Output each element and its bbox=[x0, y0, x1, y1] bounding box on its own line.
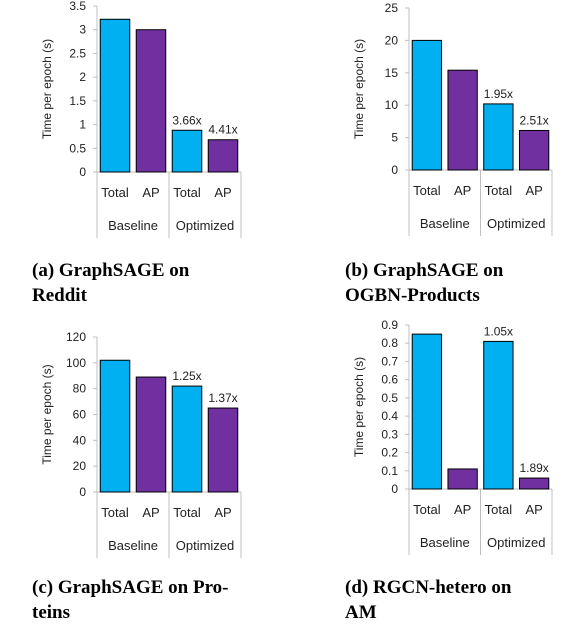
subfigure-caption: Reddit bbox=[32, 285, 88, 306]
bar bbox=[171, 385, 203, 493]
bar bbox=[518, 129, 550, 171]
subfigure-caption: (c) GraphSAGE on Pro- bbox=[32, 577, 229, 598]
subfigure-caption: AM bbox=[345, 602, 377, 623]
y-tick-label: 0.3 bbox=[381, 427, 398, 441]
y-tick-label: 0.5 bbox=[69, 141, 86, 155]
bar bbox=[483, 103, 514, 171]
y-tick-label: 0 bbox=[391, 482, 398, 496]
bar bbox=[411, 333, 443, 490]
x-category-label: AP bbox=[454, 502, 471, 517]
y-tick-label: 25 bbox=[385, 1, 399, 15]
y-tick-label: 1 bbox=[79, 118, 86, 132]
y-tick-label: 3.5 bbox=[69, 0, 86, 13]
x-category-label: Total bbox=[173, 185, 201, 200]
y-tick-label: 80 bbox=[73, 382, 87, 396]
x-group-label: Baseline bbox=[420, 216, 470, 231]
subfigure-caption: (d) RGCN-hetero on bbox=[345, 577, 512, 598]
y-axis-title: Time per epoch (s) bbox=[40, 39, 54, 139]
x-category-label: Total bbox=[485, 183, 513, 198]
x-group-label: Optimized bbox=[176, 218, 235, 233]
data-label: 1.95x bbox=[484, 87, 513, 101]
y-tick-label: 100 bbox=[66, 356, 86, 370]
bar bbox=[171, 129, 203, 173]
bar bbox=[518, 477, 550, 490]
y-axis-title: Time per epoch (s) bbox=[40, 364, 54, 464]
y-tick-label: 0.2 bbox=[381, 446, 398, 460]
bar bbox=[135, 376, 167, 493]
x-category-label: Total bbox=[173, 505, 201, 520]
x-category-label: Total bbox=[413, 502, 441, 517]
subfigure-caption: (a) GraphSAGE on bbox=[32, 260, 190, 281]
y-tick-label: 0.4 bbox=[381, 409, 398, 423]
bar bbox=[483, 340, 514, 490]
bar bbox=[135, 29, 167, 173]
x-category-label: AP bbox=[525, 502, 542, 517]
x-category-label: AP bbox=[525, 183, 542, 198]
bar bbox=[99, 18, 131, 173]
x-group-label: Optimized bbox=[487, 216, 546, 231]
y-tick-label: 2 bbox=[79, 70, 86, 84]
y-tick-label: 0.9 bbox=[381, 318, 398, 332]
x-group-label: Baseline bbox=[420, 535, 470, 550]
y-tick-label: 3 bbox=[79, 23, 86, 37]
bar bbox=[447, 69, 478, 171]
x-group-label: Optimized bbox=[176, 538, 235, 553]
y-tick-label: 0.6 bbox=[381, 373, 398, 387]
x-category-label: AP bbox=[142, 185, 159, 200]
y-tick-label: 15 bbox=[385, 66, 399, 80]
bar bbox=[207, 139, 239, 173]
x-category-label: AP bbox=[214, 185, 231, 200]
y-tick-label: 0.7 bbox=[381, 354, 398, 368]
data-label: 1.89x bbox=[519, 461, 548, 475]
x-group-label: Baseline bbox=[108, 218, 158, 233]
y-axis-title: Time per epoch (s) bbox=[352, 39, 366, 139]
subfigure-caption: (b) GraphSAGE on bbox=[345, 260, 504, 281]
y-tick-label: 5 bbox=[391, 131, 398, 145]
y-tick-label: 60 bbox=[73, 408, 87, 422]
y-tick-label: 20 bbox=[73, 459, 87, 473]
y-tick-label: 0.5 bbox=[381, 391, 398, 405]
y-tick-label: 0 bbox=[79, 485, 86, 499]
y-tick-label: 10 bbox=[385, 98, 399, 112]
y-tick-label: 0.1 bbox=[381, 464, 398, 478]
y-tick-label: 1.5 bbox=[69, 94, 86, 108]
x-category-label: AP bbox=[214, 505, 231, 520]
data-label: 2.51x bbox=[519, 113, 548, 127]
data-label: 3.66x bbox=[172, 113, 201, 127]
bar bbox=[99, 359, 131, 493]
y-tick-label: 40 bbox=[73, 433, 87, 447]
y-tick-label: 120 bbox=[66, 330, 86, 344]
y-tick-label: 0 bbox=[79, 165, 86, 179]
x-category-label: AP bbox=[142, 505, 159, 520]
x-category-label: Total bbox=[101, 185, 129, 200]
y-tick-label: 2.5 bbox=[69, 46, 86, 60]
bar bbox=[447, 468, 478, 490]
data-label: 1.05x bbox=[484, 324, 513, 338]
bar bbox=[411, 39, 443, 171]
y-tick-label: 0 bbox=[391, 163, 398, 177]
data-label: 4.41x bbox=[208, 123, 237, 137]
x-group-label: Baseline bbox=[108, 538, 158, 553]
y-tick-label: 0.8 bbox=[381, 336, 398, 350]
subfigure-caption: OGBN-Products bbox=[345, 285, 480, 306]
subfigure-caption: teins bbox=[32, 602, 70, 623]
y-tick-label: 20 bbox=[385, 33, 399, 47]
x-category-label: Total bbox=[101, 505, 129, 520]
x-group-label: Optimized bbox=[487, 535, 546, 550]
x-category-label: Total bbox=[485, 502, 513, 517]
data-label: 1.37x bbox=[208, 391, 237, 405]
y-axis-title: Time per epoch (s) bbox=[352, 357, 366, 457]
data-label: 1.25x bbox=[172, 369, 201, 383]
bar bbox=[207, 407, 239, 493]
x-category-label: AP bbox=[454, 183, 471, 198]
x-category-label: Total bbox=[413, 183, 441, 198]
